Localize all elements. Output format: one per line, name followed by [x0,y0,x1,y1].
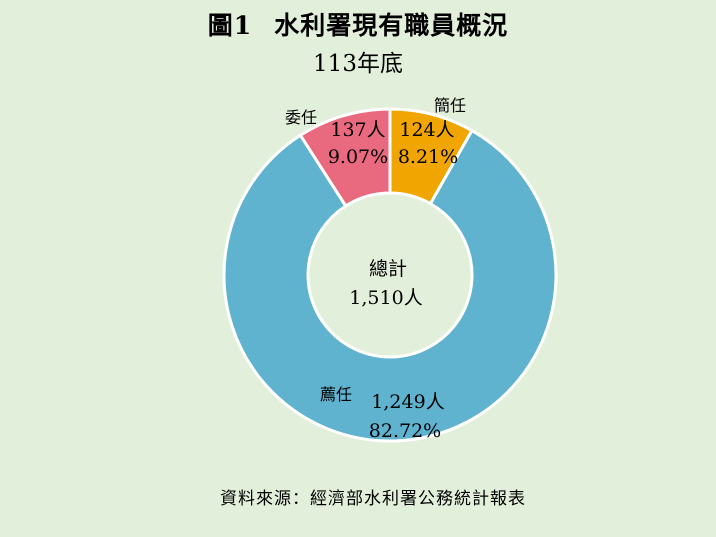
slice-weiren [298,107,392,209]
slice-label-jianren-value: 124人 [399,119,454,141]
chart-title: 圖1 水利署現有職員概況 [0,6,716,42]
slice-jianren-mid [222,128,558,443]
slice-label-jianren2-percent: 82.72% [369,420,441,442]
slice-label-weiren-value: 137人 [330,119,385,141]
slice-label-weiren-name: 委任 [285,108,317,127]
slice-label-jianren-percent: 8.21% [398,146,458,168]
figure-label: 圖1 [207,11,253,40]
chart-subtitle: 113年底 [313,51,403,77]
donut-slices [222,107,558,443]
slice-label-weiren-percent: 9.07% [328,146,388,168]
center-label: 總計 [369,258,407,280]
title-text: 水利署現有職員概況 [274,11,509,40]
source-note: 資料來源：經濟部水利署公務統計報表 [220,489,526,509]
center-value: 1,510人 [349,287,422,309]
slice-label-jianren2-value: 1,249人 [371,391,444,413]
slice-label-jianren2-name: 薦任 [320,385,352,404]
slice-label-jianren-name: 簡任 [434,96,466,115]
